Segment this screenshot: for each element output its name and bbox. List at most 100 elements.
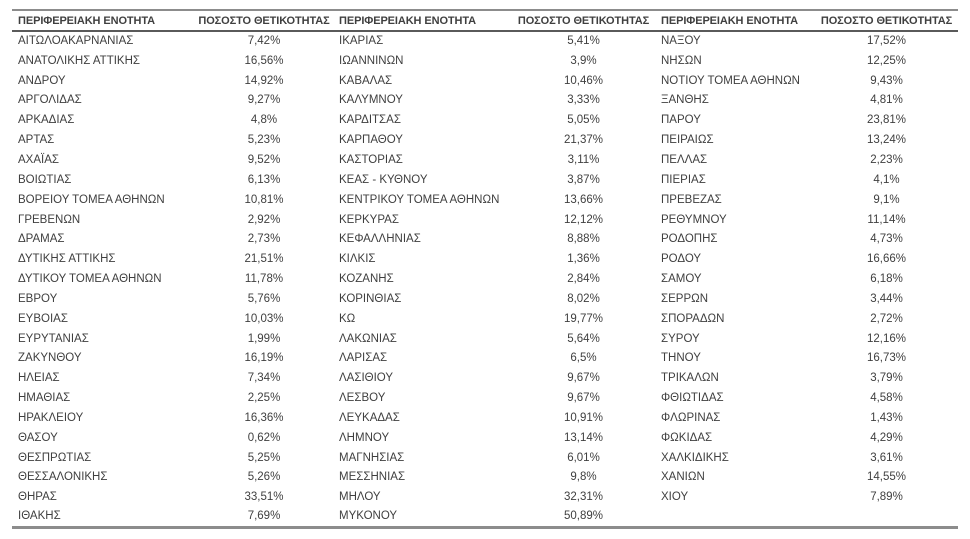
region-name-cell: ΘΕΣΠΡΩΤΙΑΣ — [18, 451, 92, 464]
positivity-value-cell — [815, 507, 958, 527]
positivity-value-cell: 4,29% — [870, 431, 903, 444]
region-name-cell: ΙΘΑΚΗΣ — [18, 510, 61, 523]
region-name-cell: ΚΟΖΑΝΗΣ — [339, 273, 394, 286]
positivity-value-cell: 4,81% — [870, 94, 903, 107]
region-name-cell: ΑΡΤΑΣ — [18, 134, 55, 147]
positivity-value-cell: 2,72% — [870, 312, 903, 325]
region-name-cell: ΠΑΡΟΥ — [661, 114, 701, 127]
positivity-table: ΠΕΡΙΦΕΡΕΙΑΚΗ ΕΝΟΤΗΤΑ ΠΟΣΟΣΤΟ ΘΕΤΙΚΟΤΗΤΑΣ… — [12, 9, 958, 529]
region-name-cell: ΑΝΔΡΟΥ — [18, 74, 66, 87]
positivity-value-cell: 13,66% — [563, 193, 603, 206]
positivity-value-cell: 2,23% — [870, 153, 903, 166]
region-name-cell: ΠΡΕΒΕΖΑΣ — [661, 193, 722, 206]
region-name-cell: ΛΗΜΝΟΥ — [339, 431, 390, 444]
positivity-value-cell: 7,42% — [247, 35, 281, 48]
positivity-value-cell: 2,84% — [567, 273, 600, 286]
positivity-value-cell: 5,25% — [247, 451, 281, 464]
table-row: ΑΡΤΑΣ 5,23% ΚΑΡΠΑΘΟΥ 21,37% ΠΕΙΡΑΙΩΣ 13,24% — [12, 130, 958, 150]
positivity-value-cell: 14,92% — [244, 74, 284, 87]
positivity-value-cell: 2,25% — [247, 392, 281, 405]
region-name-cell: ΜΑΓΝΗΣΙΑΣ — [339, 451, 405, 464]
region-name-cell: ΦΛΩΡΙΝΑΣ — [661, 411, 721, 424]
positivity-value-cell: 23,81% — [866, 114, 906, 127]
positivity-value-cell: 12,16% — [866, 332, 906, 345]
region-name-cell: ΚΑΣΤΟΡΙΑΣ — [339, 153, 403, 166]
region-name-cell: ΣΕΡΡΩΝ — [661, 292, 709, 305]
region-name-cell: ΡΟΔΟΠΗΣ — [661, 233, 718, 246]
region-name-cell: ΜΗΛΟΥ — [339, 491, 381, 504]
positivity-value-cell: 5,64% — [567, 332, 600, 345]
positivity-value-cell: 9,52% — [247, 153, 281, 166]
region-name-cell: ΚΕΦΑΛΛΗΝΙΑΣ — [339, 233, 421, 246]
table-row: ΑΧΑΪΑΣ 9,52% ΚΑΣΤΟΡΙΑΣ 3,11% ΠΕΛΛΑΣ 2,23% — [12, 150, 958, 170]
positivity-value-cell: 7,69% — [247, 510, 281, 523]
positivity-value-cell: 11,78% — [244, 273, 284, 286]
region-name-cell: ΠΕΙΡΑΙΩΣ — [661, 134, 714, 147]
positivity-value-cell: 9,43% — [870, 74, 903, 87]
table-row: ΒΟΙΩΤΙΑΣ 6,13% ΚΕΑΣ - ΚΥΘΝΟΥ 3,87% ΠΙΕΡΙΑΣ 4,… — [12, 170, 958, 190]
region-name-cell: ΒΟΡΕΙΟΥ ΤΟΜΕΑ ΑΘΗΝΩΝ — [18, 193, 165, 206]
positivity-value-cell: 6,13% — [247, 173, 281, 186]
table-header-row: ΠΕΡΙΦΕΡΕΙΑΚΗ ΕΝΟΤΗΤΑ ΠΟΣΟΣΤΟ ΘΕΤΙΚΟΤΗΤΑΣ… — [12, 10, 958, 32]
positivity-value-cell: 16,73% — [866, 352, 906, 365]
region-name-cell: ΧΑΝΙΩΝ — [661, 471, 705, 484]
table-row: ΑΝΔΡΟΥ 14,92% ΚΑΒΑΛΑΣ 10,46% ΝΟΤΙΟΥ ΤΟΜΕΑ ΑΘ… — [12, 71, 958, 91]
positivity-value-cell: 10,81% — [244, 193, 284, 206]
positivity-value-cell: 9,67% — [567, 392, 600, 405]
table-row: ΒΟΡΕΙΟΥ ΤΟΜΕΑ ΑΘΗΝΩΝ 10,81% ΚΕΝΤΡΙΚΟΥ ΤΟΜΕ… — [12, 190, 958, 210]
positivity-value-cell: 5,23% — [247, 134, 281, 147]
table-row: ΔΡΑΜΑΣ 2,73% ΚΕΦΑΛΛΗΝΙΑΣ 8,88% ΡΟΔΟΠΗΣ 4,73% — [12, 229, 958, 249]
positivity-value-cell: 0,62% — [247, 431, 281, 444]
positivity-value-cell: 9,67% — [567, 372, 600, 385]
positivity-value-cell: 50,89% — [563, 510, 603, 523]
region-name-cell: ΛΕΣΒΟΥ — [339, 392, 386, 405]
table-row: ΙΘΑΚΗΣ 7,69% ΜΥΚΟΝΟΥ 50,89% — [12, 507, 958, 527]
positivity-value-cell: 1,99% — [247, 332, 281, 345]
region-name-cell: ΜΕΣΣΗΝΙΑΣ — [339, 471, 406, 484]
positivity-value-cell: 7,34% — [247, 372, 281, 385]
region-name-cell: ΛΑΚΩΝΙΑΣ — [339, 332, 397, 345]
region-name-cell: ΚΩ — [339, 312, 356, 325]
region-name-cell: ΦΩΚΙΔΑΣ — [661, 431, 713, 444]
region-name-cell: ΔΡΑΜΑΣ — [18, 233, 65, 246]
region-name-cell: ΗΡΑΚΛΕΙΟΥ — [18, 411, 84, 424]
region-name-cell: ΚΟΡΙΝΘΙΑΣ — [339, 292, 402, 305]
region-name-cell: ΕΥΡΥΤΑΝΙΑΣ — [18, 332, 89, 345]
region-name-cell: ΜΥΚΟΝΟΥ — [339, 510, 398, 523]
positivity-value-cell: 12,25% — [866, 54, 906, 67]
region-name-cell: ΧΑΛΚΙΔΙΚΗΣ — [661, 451, 729, 464]
positivity-value-cell: 3,87% — [567, 173, 600, 186]
region-name-cell: ΒΟΙΩΤΙΑΣ — [18, 173, 72, 186]
positivity-value-cell: 4,58% — [870, 392, 903, 405]
positivity-value-cell: 5,05% — [567, 114, 600, 127]
region-name-cell: ΕΒΡΟΥ — [18, 292, 58, 305]
region-name-cell: ΣΠΟΡΑΔΩΝ — [661, 312, 725, 325]
table-row: ΔΥΤΙΚΟΥ ΤΟΜΕΑ ΑΘΗΝΩΝ 11,78% ΚΟΖΑΝΗΣ 2,84% ΣΑ… — [12, 269, 958, 289]
positivity-value-cell: 13,14% — [563, 431, 603, 444]
positivity-value-cell: 3,79% — [870, 372, 903, 385]
positivity-value-cell: 7,89% — [870, 491, 903, 504]
column-header-positivity-1: ΠΟΣΟΣΤΟ ΘΕΤΙΚΟΤΗΤΑΣ — [195, 10, 333, 32]
region-name-cell: ΡΟΔΟΥ — [661, 253, 702, 266]
positivity-value-cell: 2,92% — [247, 213, 281, 226]
region-name-cell: ΤΡΙΚΑΛΩΝ — [661, 372, 719, 385]
region-name-cell: ΘΗΡΑΣ — [18, 491, 57, 504]
region-name-cell: ΚΕΑΣ - ΚΥΘΝΟΥ — [339, 173, 428, 186]
region-name-cell: ΚΑΡΠΑΘΟΥ — [339, 134, 403, 147]
region-name-cell: ΛΑΡΙΣΑΣ — [339, 352, 388, 365]
table-row: ΘΕΣΠΡΩΤΙΑΣ 5,25% ΜΑΓΝΗΣΙΑΣ 6,01% ΧΑΛΚΙΔΙΚΗΣ 3… — [12, 448, 958, 468]
positivity-value-cell: 9,1% — [873, 193, 900, 206]
positivity-value-cell: 17,52% — [866, 35, 906, 48]
column-header-region-3: ΠΕΡΙΦΕΡΕΙΑΚΗ ΕΝΟΤΗΤΑ — [655, 10, 815, 32]
positivity-value-cell: 16,19% — [244, 352, 284, 365]
positivity-value-cell: 16,36% — [244, 411, 284, 424]
region-name-cell: ΞΑΝΘΗΣ — [661, 94, 709, 107]
positivity-value-cell: 10,03% — [244, 312, 284, 325]
region-name-cell: ΠΕΛΛΑΣ — [661, 153, 708, 166]
region-name-cell: ΛΑΣΙΘΙΟΥ — [339, 372, 394, 385]
region-name-cell: ΗΛΕΙΑΣ — [18, 372, 60, 385]
positivity-value-cell: 16,66% — [866, 253, 906, 266]
region-name-cell: ΑΧΑΪΑΣ — [18, 153, 59, 166]
positivity-value-cell: 5,41% — [567, 35, 600, 48]
positivity-value-cell: 3,61% — [870, 451, 903, 464]
